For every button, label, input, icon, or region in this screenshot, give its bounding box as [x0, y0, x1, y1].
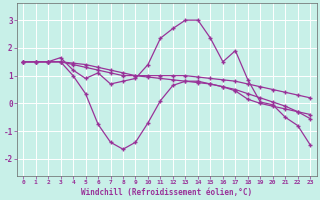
X-axis label: Windchill (Refroidissement éolien,°C): Windchill (Refroidissement éolien,°C) — [81, 188, 252, 197]
